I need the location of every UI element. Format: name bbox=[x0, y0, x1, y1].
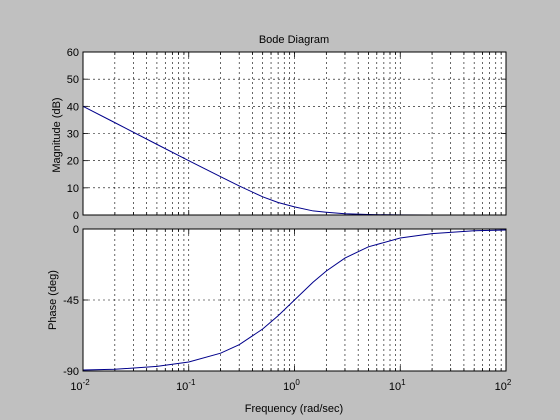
chart-title: Bode Diagram bbox=[259, 34, 329, 46]
x-tick-label: 10-1 bbox=[176, 378, 196, 393]
phase-axes-box bbox=[82, 228, 507, 372]
x-tick-label: 101 bbox=[389, 378, 406, 393]
magnitude-panel: 0 10 20 30 40 50 60 bbox=[67, 47, 507, 222]
phase-series-line bbox=[82, 229, 507, 371]
x-tick-label: 10-2 bbox=[70, 378, 90, 393]
x-tick-label: 102 bbox=[495, 378, 512, 393]
magnitude-y-tick-label: 20 bbox=[67, 156, 79, 168]
magnitude-y-tick-label: 60 bbox=[67, 47, 79, 59]
phase-y-tick-label: 0 bbox=[73, 224, 79, 236]
magnitude-y-tick-label: 30 bbox=[67, 129, 79, 141]
phase-y-tick-label: -45 bbox=[63, 295, 79, 307]
magnitude-y-tick-label: 40 bbox=[67, 101, 79, 113]
magnitude-y-tick-label: 50 bbox=[67, 74, 79, 86]
phase-y-tick-label: -90 bbox=[63, 366, 79, 378]
x-tick-labels: 10-2 10-1 100 101 102 bbox=[70, 378, 512, 393]
x-tick-label: 100 bbox=[283, 378, 300, 393]
phase-y-axis-label: Phase (deg) bbox=[47, 270, 59, 330]
magnitude-axes-box bbox=[82, 51, 507, 216]
x-axis-label: Frequency (rad/sec) bbox=[245, 403, 343, 415]
magnitude-y-axis-label: Magnitude (dB) bbox=[51, 97, 63, 172]
phase-panel: -90 -45 0 bbox=[63, 224, 507, 378]
magnitude-y-tick-label: 10 bbox=[67, 183, 79, 195]
magnitude-y-tick-label: 0 bbox=[73, 210, 79, 222]
